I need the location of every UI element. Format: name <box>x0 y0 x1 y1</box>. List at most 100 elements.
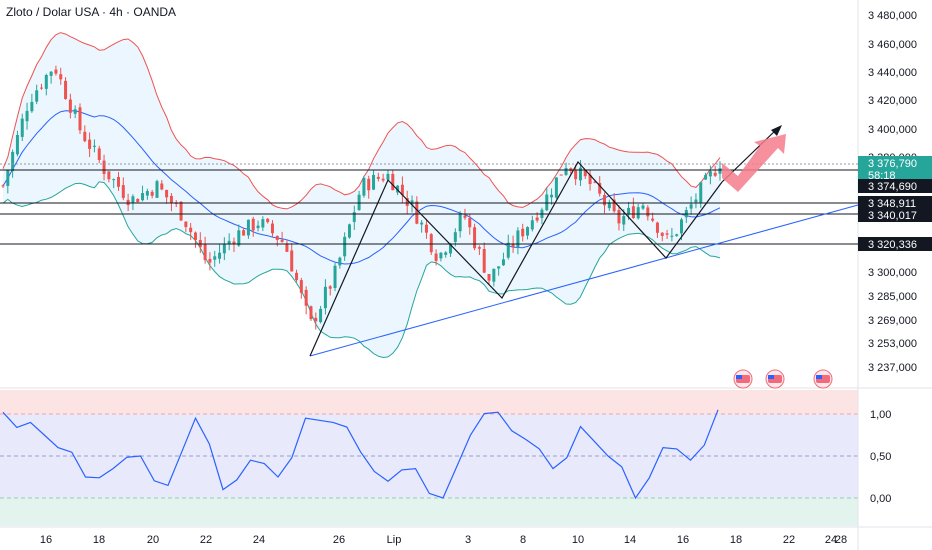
candle-body <box>415 201 419 224</box>
price-tag <box>858 179 932 193</box>
candle-body <box>184 221 188 228</box>
candle-body <box>708 171 712 177</box>
price-tag <box>858 156 932 182</box>
candle-body <box>583 170 587 177</box>
price-tag <box>858 208 932 222</box>
event-flag-3[interactable] <box>813 369 833 389</box>
price-tick-label: 3 400,000 <box>868 124 917 136</box>
time-tick-label: 18 <box>730 534 742 546</box>
candle-body <box>367 178 371 191</box>
candle-body <box>718 168 722 174</box>
candle-body <box>680 219 684 234</box>
horizontal-levels[interactable] <box>0 163 858 245</box>
candle-body <box>213 256 217 260</box>
candle-body <box>617 210 621 224</box>
time-tick-label: 24 <box>825 534 837 546</box>
candle-body <box>141 193 145 201</box>
price-axis[interactable]: 3 480,000 3 460,000 3 440,000 3 420,000 3 40… <box>868 10 917 374</box>
candle-body <box>530 220 534 230</box>
time-tick-label: 8 <box>520 534 526 546</box>
candle-body <box>713 172 717 176</box>
candle-body <box>131 196 135 203</box>
trendlines[interactable] <box>309 204 859 357</box>
candle-body <box>150 191 154 196</box>
candle-body <box>699 182 703 203</box>
red-projection-arrow[interactable] <box>722 134 786 192</box>
candle-body <box>319 308 323 323</box>
candle-body <box>675 234 679 236</box>
event-flag-2[interactable] <box>765 369 785 389</box>
candle-body <box>420 222 424 225</box>
candle-body <box>275 235 279 240</box>
price-tick-label: 3 237,000 <box>868 362 917 374</box>
candle-body <box>482 249 486 273</box>
candle-body <box>251 218 255 231</box>
candle-body <box>285 243 289 252</box>
candle-body <box>352 212 356 222</box>
candle-body <box>526 227 530 236</box>
time-tick-label: 22 <box>783 534 795 546</box>
candle-body <box>309 306 313 320</box>
candle-body <box>121 185 125 198</box>
candle-body <box>598 182 602 194</box>
candle-body <box>323 286 327 309</box>
price-tag-label: 3 348,911 <box>868 198 916 210</box>
candle-body <box>655 222 659 233</box>
candle-body <box>429 234 433 253</box>
candle-body <box>463 215 467 218</box>
candle-body <box>59 74 63 80</box>
rsi-tick-label: 1,00 <box>870 409 891 421</box>
candle-body <box>386 173 390 180</box>
candle-body <box>376 176 380 179</box>
candle-body <box>6 170 10 186</box>
candle-body <box>11 151 15 172</box>
candle-body <box>222 243 226 254</box>
candle-body <box>112 179 116 181</box>
rsi-axis[interactable]: 1,00 0,50 0,00 <box>870 409 891 505</box>
candle-body <box>660 232 664 236</box>
candle-body <box>622 216 626 225</box>
candle-body <box>20 118 24 137</box>
candle-body <box>242 230 246 236</box>
candle-body <box>44 75 48 89</box>
ascending-trendline[interactable] <box>309 204 859 357</box>
candle-body <box>497 266 501 269</box>
candle-body <box>49 71 53 76</box>
candle-body <box>439 252 443 259</box>
candle-body <box>574 170 578 180</box>
time-tick-label: 10 <box>572 534 584 546</box>
event-flags[interactable] <box>733 369 833 389</box>
price-tick-label: 3 420,000 <box>868 95 917 107</box>
candle-body <box>646 207 650 217</box>
candle-body <box>54 69 58 74</box>
price-tag <box>858 196 932 210</box>
candle-body <box>564 168 568 175</box>
candle-body <box>516 230 520 248</box>
candle-body <box>550 194 554 198</box>
candle-body <box>641 205 645 209</box>
event-flag-1[interactable] <box>733 369 753 389</box>
candle-body <box>218 252 222 259</box>
candle-body <box>256 225 260 229</box>
candle-body <box>73 109 77 114</box>
candle-body <box>670 235 674 237</box>
zigzag-pattern-line[interactable] <box>309 160 723 357</box>
candle-body <box>314 317 318 322</box>
candle-body <box>347 224 351 238</box>
projection-arrows[interactable] <box>720 125 788 192</box>
price-tick-label: 3 480,000 <box>868 10 917 22</box>
candle-body <box>203 244 207 261</box>
candle-body <box>689 204 693 209</box>
candle-body <box>193 232 197 241</box>
candle-body <box>603 195 607 206</box>
candle-body <box>78 107 82 131</box>
candle-body <box>444 252 448 255</box>
candle-body <box>25 110 29 122</box>
rsi-tick-label: 0,00 <box>870 493 891 505</box>
candle-body <box>665 233 669 235</box>
candle-body <box>468 218 472 228</box>
candle-body <box>189 227 193 233</box>
candle-body <box>535 217 539 221</box>
